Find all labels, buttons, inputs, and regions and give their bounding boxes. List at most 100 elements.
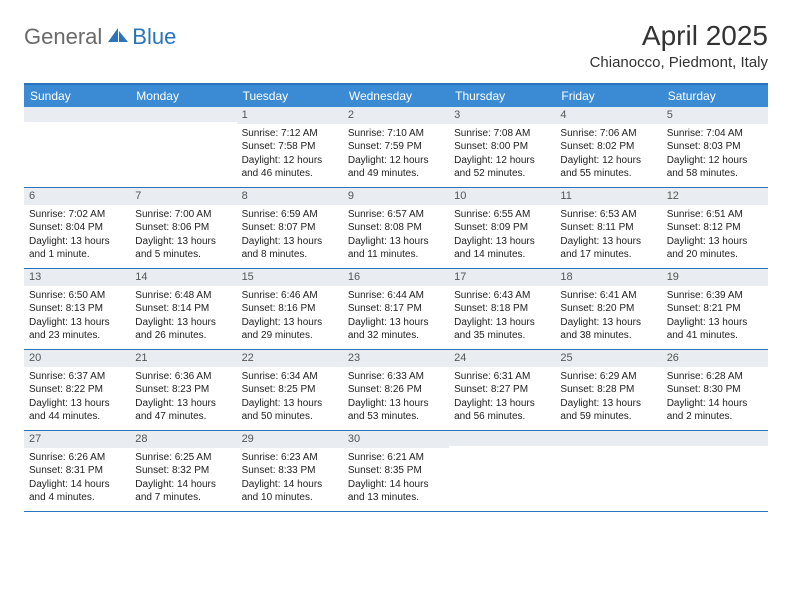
day-info-line: Daylight: 14 hours (667, 397, 763, 411)
day-info-line: and 38 minutes. (560, 329, 656, 343)
day-info-line: Daylight: 13 hours (29, 397, 125, 411)
day-info-line: and 50 minutes. (242, 410, 338, 424)
day-header: Wednesday (343, 85, 449, 107)
day-info-line: Sunrise: 6:53 AM (560, 208, 656, 222)
day-info-line: Daylight: 12 hours (667, 154, 763, 168)
day-body: Sunrise: 6:43 AMSunset: 8:18 PMDaylight:… (449, 286, 555, 349)
month-title: April 2025 (590, 20, 768, 52)
day-info-line: Sunrise: 6:48 AM (135, 289, 231, 303)
day-info-line: Daylight: 13 hours (135, 316, 231, 330)
day-info-line: and 13 minutes. (348, 491, 444, 505)
day-info-line: Daylight: 13 hours (560, 397, 656, 411)
day-info-line: Sunrise: 6:31 AM (454, 370, 550, 384)
day-body: Sunrise: 6:23 AMSunset: 8:33 PMDaylight:… (237, 448, 343, 511)
day-number: 24 (449, 350, 555, 367)
day-header: Thursday (449, 85, 555, 107)
day-info-line: and 52 minutes. (454, 167, 550, 181)
day-body: Sunrise: 6:48 AMSunset: 8:14 PMDaylight:… (130, 286, 236, 349)
day-info-line: Sunrise: 6:39 AM (667, 289, 763, 303)
day-body: Sunrise: 6:28 AMSunset: 8:30 PMDaylight:… (662, 367, 768, 430)
day-info-line: Sunset: 8:13 PM (29, 302, 125, 316)
day-body: Sunrise: 6:55 AMSunset: 8:09 PMDaylight:… (449, 205, 555, 268)
day-info-line: Sunrise: 6:25 AM (135, 451, 231, 465)
day-body: Sunrise: 7:12 AMSunset: 7:58 PMDaylight:… (237, 124, 343, 187)
day-info-line: Daylight: 13 hours (667, 316, 763, 330)
day-body: Sunrise: 7:00 AMSunset: 8:06 PMDaylight:… (130, 205, 236, 268)
day-body: Sunrise: 6:57 AMSunset: 8:08 PMDaylight:… (343, 205, 449, 268)
day-info-line: Sunrise: 6:21 AM (348, 451, 444, 465)
day-header-row: SundayMondayTuesdayWednesdayThursdayFrid… (24, 85, 768, 107)
day-number: 10 (449, 188, 555, 205)
day-info-line: Sunrise: 7:08 AM (454, 127, 550, 141)
day-info-line: Daylight: 12 hours (454, 154, 550, 168)
day-body: Sunrise: 6:21 AMSunset: 8:35 PMDaylight:… (343, 448, 449, 511)
day-number: 18 (555, 269, 661, 286)
day-info-line: Sunrise: 6:41 AM (560, 289, 656, 303)
day-body: Sunrise: 6:59 AMSunset: 8:07 PMDaylight:… (237, 205, 343, 268)
day-number: 19 (662, 269, 768, 286)
day-body: Sunrise: 7:10 AMSunset: 7:59 PMDaylight:… (343, 124, 449, 187)
day-number (449, 431, 555, 446)
day-cell (555, 431, 661, 511)
logo-sail-icon (106, 26, 130, 44)
day-number: 15 (237, 269, 343, 286)
day-info-line: Daylight: 13 hours (242, 316, 338, 330)
day-info-line: and 10 minutes. (242, 491, 338, 505)
day-body: Sunrise: 6:44 AMSunset: 8:17 PMDaylight:… (343, 286, 449, 349)
day-body: Sunrise: 7:06 AMSunset: 8:02 PMDaylight:… (555, 124, 661, 187)
day-info-line: Sunrise: 7:00 AM (135, 208, 231, 222)
day-number: 5 (662, 107, 768, 124)
day-info-line: Daylight: 13 hours (560, 235, 656, 249)
day-info-line: and 44 minutes. (29, 410, 125, 424)
location-text: Chianocco, Piedmont, Italy (590, 54, 768, 71)
day-info-line: and 7 minutes. (135, 491, 231, 505)
day-info-line: Sunset: 8:16 PM (242, 302, 338, 316)
day-info-line: Sunset: 8:18 PM (454, 302, 550, 316)
day-body: Sunrise: 6:34 AMSunset: 8:25 PMDaylight:… (237, 367, 343, 430)
day-info-line: Sunset: 8:09 PM (454, 221, 550, 235)
day-info-line: Daylight: 13 hours (348, 397, 444, 411)
day-info-line: Daylight: 13 hours (348, 235, 444, 249)
day-number: 9 (343, 188, 449, 205)
day-cell: 7Sunrise: 7:00 AMSunset: 8:06 PMDaylight… (130, 188, 236, 268)
day-info-line: Sunrise: 7:12 AM (242, 127, 338, 141)
day-info-line: Daylight: 14 hours (135, 478, 231, 492)
day-body: Sunrise: 7:04 AMSunset: 8:03 PMDaylight:… (662, 124, 768, 187)
day-cell: 4Sunrise: 7:06 AMSunset: 8:02 PMDaylight… (555, 107, 661, 187)
day-info-line: Sunset: 8:11 PM (560, 221, 656, 235)
day-header: Tuesday (237, 85, 343, 107)
day-body: Sunrise: 6:37 AMSunset: 8:22 PMDaylight:… (24, 367, 130, 430)
day-info-line: Sunset: 7:59 PM (348, 140, 444, 154)
day-info-line: Daylight: 14 hours (348, 478, 444, 492)
day-cell (662, 431, 768, 511)
week-row: 13Sunrise: 6:50 AMSunset: 8:13 PMDayligh… (24, 269, 768, 350)
day-info-line: Sunset: 8:21 PM (667, 302, 763, 316)
day-info-line: Sunset: 8:04 PM (29, 221, 125, 235)
day-number: 20 (24, 350, 130, 367)
day-info-line: Daylight: 14 hours (242, 478, 338, 492)
day-body: Sunrise: 7:08 AMSunset: 8:00 PMDaylight:… (449, 124, 555, 187)
day-info-line: Sunrise: 6:26 AM (29, 451, 125, 465)
day-info-line: Sunset: 8:23 PM (135, 383, 231, 397)
day-number: 2 (343, 107, 449, 124)
day-info-line: and 49 minutes. (348, 167, 444, 181)
day-body: Sunrise: 6:33 AMSunset: 8:26 PMDaylight:… (343, 367, 449, 430)
day-info-line: and 2 minutes. (667, 410, 763, 424)
day-info-line: Daylight: 13 hours (560, 316, 656, 330)
day-info-line: and 17 minutes. (560, 248, 656, 262)
day-info-line: Sunrise: 6:37 AM (29, 370, 125, 384)
day-number (130, 107, 236, 122)
day-cell: 21Sunrise: 6:36 AMSunset: 8:23 PMDayligh… (130, 350, 236, 430)
day-cell: 18Sunrise: 6:41 AMSunset: 8:20 PMDayligh… (555, 269, 661, 349)
day-info-line: and 59 minutes. (560, 410, 656, 424)
day-info-line: Daylight: 13 hours (348, 316, 444, 330)
day-cell (449, 431, 555, 511)
day-number: 11 (555, 188, 661, 205)
day-number: 25 (555, 350, 661, 367)
day-info-line: and 41 minutes. (667, 329, 763, 343)
day-info-line: Sunset: 8:14 PM (135, 302, 231, 316)
day-cell: 10Sunrise: 6:55 AMSunset: 8:09 PMDayligh… (449, 188, 555, 268)
day-info-line: Daylight: 13 hours (454, 397, 550, 411)
logo-text-general: General (24, 24, 102, 50)
day-info-line: and 32 minutes. (348, 329, 444, 343)
